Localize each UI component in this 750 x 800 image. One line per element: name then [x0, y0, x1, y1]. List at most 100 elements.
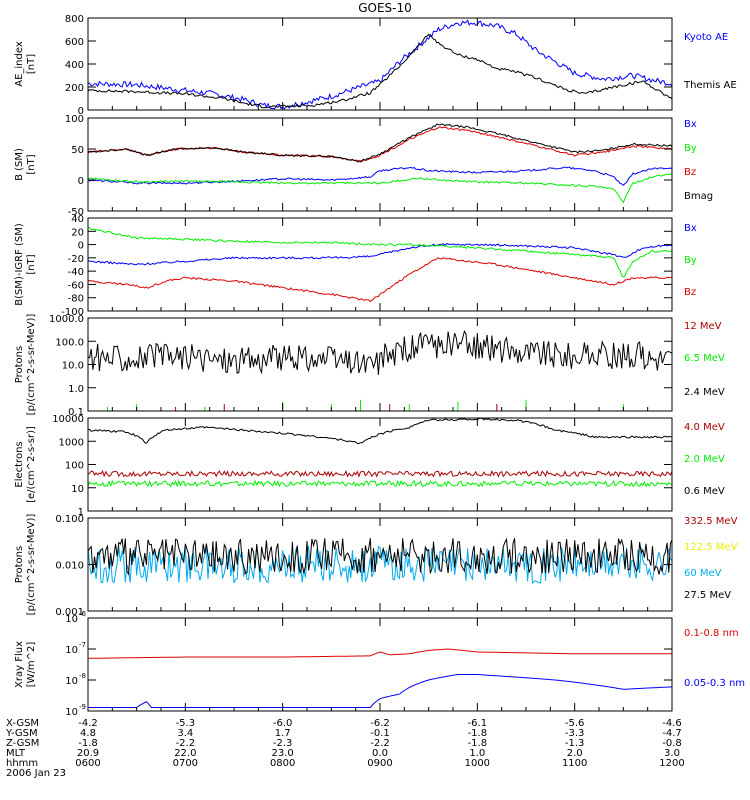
y-tick-label: -20	[68, 254, 84, 265]
footer-row-label: MLT	[6, 748, 26, 759]
panel-frame	[87, 617, 673, 712]
series-line	[87, 537, 673, 576]
y-tick-label: 0.1	[68, 407, 84, 418]
footer-row-label: hhmm	[6, 758, 38, 769]
y-tick-label: 20	[71, 227, 84, 238]
footer-value: 1.7	[275, 728, 291, 739]
panel-5: 1 10 100 1000 10000 Electrons [e/(cm^2-s-sr)] 4…	[14, 414, 725, 518]
y-axis-label: [p/(cm^2-s-sr-MeV)]	[26, 514, 37, 616]
legend-entry: Bz	[684, 287, 696, 298]
series-line	[88, 674, 673, 708]
legend-entry: 2.0 MeV	[684, 454, 725, 465]
footer-value: -1.3	[565, 738, 585, 749]
y-tick-label: 1000.0	[49, 314, 84, 325]
footer-value: -4.6	[662, 718, 682, 729]
panel-6: 0.001 0.010 0.100 Protons [p/(cm^2-s-sr-MeV)…	[14, 514, 738, 618]
y-tick-label: 10	[65, 645, 78, 656]
footer-value: 2.0	[567, 748, 583, 759]
y-tick-label: 100	[65, 114, 84, 125]
y-tick-label: 0.010	[55, 561, 84, 572]
y-tick-label: 1000	[59, 437, 84, 448]
y-axis-label: Protons	[14, 546, 25, 583]
y-tick-label: -40	[68, 267, 84, 278]
legend-entry: 0.1-0.8 nm	[684, 628, 739, 639]
y-axis-label: [nT]	[26, 54, 37, 74]
panel-1: 0 200 400 600 800 AE_index [nT] Kyoto AE Themis …	[14, 14, 737, 117]
legend-entry: Themis AE	[683, 80, 737, 91]
y-tick-label: 100	[65, 461, 84, 472]
y-tick-exponent: -6	[79, 610, 87, 618]
y-axis-label: B(SM)-IGRF (SM)	[14, 223, 25, 306]
y-tick-label: -60	[68, 280, 84, 291]
series-line	[87, 166, 673, 187]
panel-2: -50 0 50 100 B (SM) [nT] Bx By Bz Bmag	[14, 114, 713, 218]
legend-entry: 12 MeV	[684, 321, 722, 332]
footer-row-label: 2006 Jan 23	[6, 768, 66, 779]
series-line	[87, 469, 673, 478]
footer-value: 20.9	[77, 748, 99, 759]
footer-value: 1000	[465, 758, 490, 769]
footer-value: 0700	[173, 758, 198, 769]
y-tick-label: 0	[78, 106, 84, 117]
y-axis-label: [p/(cm^2-s-sr-MeV)]	[26, 314, 37, 416]
y-tick-exponent: -9	[79, 703, 86, 711]
y-tick-label: -100	[61, 307, 84, 318]
footer-value: 1200	[659, 758, 684, 769]
y-tick-label: 400	[65, 60, 84, 71]
footer-value: -2.3	[273, 738, 293, 749]
footer-value: -6.1	[468, 718, 488, 729]
footer-value: 0900	[367, 758, 392, 769]
panel-frame	[87, 317, 673, 412]
y-tick-label: -50	[68, 207, 84, 218]
legend-entry: 0.05-0.3 nm	[684, 678, 745, 689]
footer-row-label: X-GSM	[6, 718, 39, 729]
panel-frame	[87, 417, 673, 512]
legend-entry: 0.6 MeV	[684, 486, 725, 497]
legend-entry: By	[684, 143, 697, 154]
figure-title: GOES-10	[358, 1, 412, 15]
y-tick-exponent: -8	[79, 672, 86, 680]
series-line	[88, 123, 673, 163]
series-line	[87, 33, 673, 109]
y-tick-label: 10000	[52, 414, 84, 425]
footer-value: -1.8	[468, 728, 488, 739]
y-tick-label: 10	[71, 484, 84, 495]
series-line	[87, 330, 673, 375]
y-tick-label: 40	[71, 214, 84, 225]
footer-value: -0.8	[662, 738, 682, 749]
footer-value: 23.0	[272, 748, 294, 759]
y-tick-label: 1	[78, 507, 84, 518]
legend-entry: Kyoto AE	[684, 32, 728, 43]
y-tick-label: 0.100	[55, 514, 84, 525]
footer-value: -3.3	[565, 728, 585, 739]
y-axis-label: Electrons	[14, 441, 25, 487]
footer-value: -6.0	[273, 718, 293, 729]
y-tick-label: 10	[65, 676, 78, 687]
panel-frame	[87, 17, 673, 111]
y-tick-label: 0.001	[55, 607, 84, 618]
y-axis-label: B (SM)	[14, 148, 25, 181]
y-axis-label: [nT]	[26, 254, 37, 274]
series-line	[87, 173, 673, 204]
y-axis-label: [W/m^2]	[26, 642, 37, 688]
y-axis-label: [e/(cm^2-s-sr)]	[26, 426, 37, 503]
panel-4: 0.1 1.0 10.0 100.0 1000.0 Protons [p/(cm^2-s-s…	[14, 314, 725, 418]
legend-entry: 2.4 MeV	[684, 387, 725, 398]
footer-value: 0600	[75, 758, 100, 769]
footer-value: 3.0	[664, 748, 680, 759]
y-axis-label: [nT]	[26, 154, 37, 174]
y-tick-label: 600	[65, 37, 84, 48]
y-tick-label: 50	[71, 145, 84, 156]
footer-value: 3.4	[177, 728, 193, 739]
panel-frame	[87, 217, 673, 312]
footer-value: 0.0	[372, 748, 388, 759]
footer-value: 4.8	[80, 728, 96, 739]
legend-entry: 4.0 MeV	[684, 422, 725, 433]
footer-value: 1.0	[469, 748, 485, 759]
footer-row-label: Y-GSM	[5, 728, 38, 739]
footer-value: -2.2	[176, 738, 196, 749]
y-tick-label: -80	[68, 294, 84, 305]
footer-value: -4.2	[78, 718, 98, 729]
